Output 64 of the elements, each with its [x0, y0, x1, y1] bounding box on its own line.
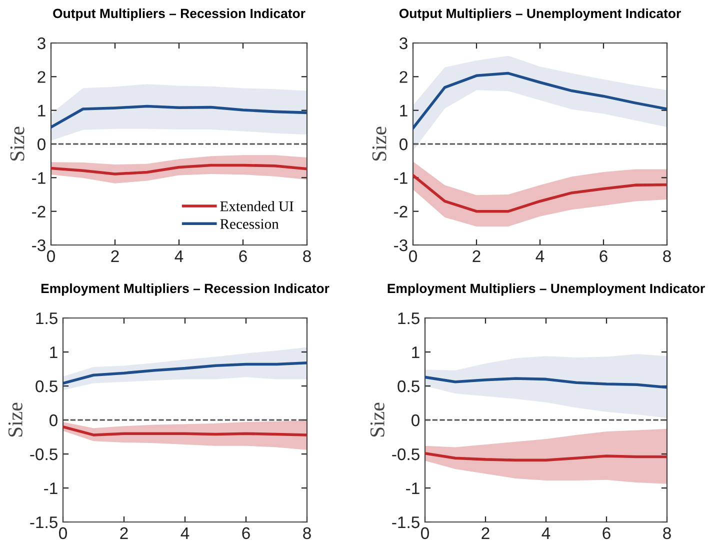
y-axis-title: Size	[370, 402, 384, 437]
x-tick-label: 6	[239, 250, 247, 262]
y-tick-label: 0	[38, 138, 46, 150]
y-tick-label: 1	[412, 346, 420, 358]
x-tick-label: 0	[421, 527, 429, 540]
y-tick-label: -2	[32, 206, 46, 218]
y-tick-label: -1.5	[30, 516, 58, 528]
y-axis-title: Size	[10, 126, 24, 161]
y-tick-label: -1	[44, 482, 58, 494]
x-tick-label: 8	[663, 527, 671, 540]
y-tick-label: -3	[32, 239, 46, 252]
y-tick-label: 0	[412, 414, 420, 426]
y-tick-label: 2	[400, 71, 408, 83]
y-tick-label: 1.5	[36, 312, 58, 324]
line-series	[63, 361, 307, 385]
x-tick-label: 8	[303, 250, 311, 262]
x-tick-label: 4	[174, 250, 184, 262]
x-tick-label: 6	[602, 527, 610, 540]
x-tick-label: 6	[600, 250, 608, 262]
y-tick-label: 2	[38, 71, 46, 83]
x-tick-label: 0	[59, 527, 67, 540]
y-axis-title: Size	[8, 402, 22, 437]
x-tick-label: 4	[180, 527, 190, 539]
y-tick-label: 1.5	[398, 312, 420, 324]
y-tick-label: 0.5	[36, 380, 58, 392]
y-tick-label: -1	[32, 172, 46, 184]
legend-label: Recession	[220, 219, 279, 229]
line-series	[425, 452, 667, 462]
x-tick-label: 8	[303, 527, 311, 540]
chart-title: Employment Multipliers – Recession Indicator	[41, 283, 330, 296]
y-tick-label: 3	[400, 37, 408, 50]
y-tick-label: -3	[394, 239, 408, 252]
x-tick-label: 2	[111, 250, 119, 262]
y-tick-label: -1.5	[392, 516, 420, 528]
x-tick-label: 2	[120, 527, 128, 539]
y-tick-label: -1	[406, 482, 420, 494]
x-tick-label: 2	[472, 250, 480, 262]
x-tick-label: 8	[663, 250, 671, 262]
y-tick-label: 1	[38, 104, 46, 116]
x-tick-label: 4	[536, 250, 544, 262]
y-tick-label: 3	[38, 37, 46, 50]
y-axis-title: Size	[372, 126, 386, 161]
line-series	[63, 425, 307, 436]
y-tick-label: 1	[50, 346, 58, 358]
x-tick-label: 4	[542, 527, 550, 539]
y-tick-label: 1	[400, 104, 408, 116]
line-series	[51, 104, 307, 129]
line-series	[425, 376, 667, 389]
y-tick-label: 0	[400, 138, 408, 150]
y-tick-label: -1	[394, 172, 408, 184]
chart-title: Output Multipliers – Recession Indicator	[53, 8, 306, 21]
y-tick-label: -0.5	[30, 448, 58, 460]
legend-label: Extended UI	[220, 200, 294, 212]
x-tick-label: 2	[482, 527, 490, 539]
line-series	[413, 174, 667, 213]
y-tick-label: 0	[50, 414, 58, 426]
y-tick-label: -0.5	[392, 448, 420, 460]
chart-title: Output Multipliers – Unemployment Indicator	[399, 8, 681, 21]
y-tick-label: 0.5	[398, 380, 420, 392]
chart-title: Employment Multipliers – Unemployment Indicator	[388, 283, 705, 296]
x-tick-label: 6	[242, 527, 250, 540]
y-tick-label: -2	[394, 206, 408, 218]
line-series	[413, 72, 667, 130]
line-series	[51, 164, 307, 176]
